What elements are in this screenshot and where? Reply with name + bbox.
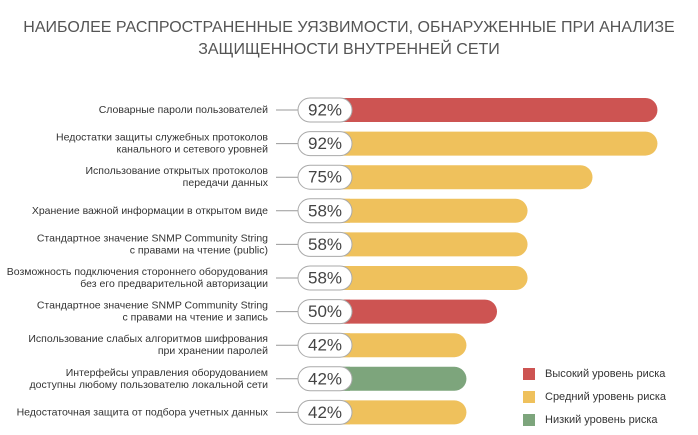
bar: [320, 333, 467, 358]
value-label: 42%: [308, 369, 342, 388]
value-pill: [297, 299, 353, 325]
value-pill: [297, 164, 353, 190]
category-line: Стандартное значение SNMP Community Stri…: [37, 232, 268, 244]
bar: [320, 232, 528, 257]
category-line: передачи данных: [183, 177, 269, 189]
value-pill: [297, 97, 353, 123]
category-label: Стандартное значение SNMP Community Stri…: [37, 232, 268, 256]
category-line: Возможность подключения стороннего обору…: [7, 266, 268, 278]
bar: [320, 131, 658, 156]
chart-title: ЗАЩИЩЕННОСТИ ВНУТРЕННЕЙ СЕТИ: [198, 39, 500, 58]
value-pill: [297, 198, 353, 224]
value-label: 50%: [308, 302, 342, 321]
category-label: Стандартное значение SNMP Community Stri…: [37, 299, 269, 323]
bar: [320, 98, 658, 122]
value-pill: [297, 131, 353, 157]
legend-label: Высокий уровень риска: [545, 368, 666, 380]
value-label: 58%: [308, 235, 342, 254]
category-label: Использование открытых протоколов передач…: [85, 165, 268, 189]
value-pill: [297, 231, 353, 257]
value-label: 58%: [308, 268, 342, 287]
category-line: канального и сетевого уровней: [117, 143, 269, 155]
category-line: Словарные пароли пользователей: [99, 104, 268, 116]
category-label: Словарные пароли пользователей: [99, 104, 268, 116]
category-label: Хранение важной информации в открытом ви…: [32, 205, 268, 217]
value-pill: [297, 332, 353, 358]
bar: [320, 400, 467, 425]
category-line: Недостатки защиты служебных протоколов: [56, 131, 268, 143]
category-line: Недостаточная защита от подбора учетных …: [17, 406, 269, 418]
category-line: при хранении паролей: [158, 345, 268, 357]
value-label: 42%: [308, 336, 342, 355]
category-label: Возможность подключения стороннего обору…: [7, 266, 268, 290]
category-line: с правами на чтение и запись: [122, 311, 268, 323]
legend-swatch: [523, 368, 535, 380]
value-pill: [297, 366, 353, 392]
value-pill: [297, 399, 353, 425]
category-label: Интерфейсы управления оборудованием досту…: [30, 367, 269, 391]
category-label: Недостатки защиты служебных протоколов ка…: [56, 131, 268, 155]
value-pill: [297, 265, 353, 291]
value-label: 58%: [308, 201, 342, 220]
category-line: с правами на чтение (public): [130, 244, 268, 256]
value-label: 42%: [308, 403, 342, 422]
bar: [320, 198, 528, 223]
category-line: Интерфейсы управления оборудованием: [66, 367, 268, 379]
category-label: Недостаточная защита от подбора учетных …: [17, 406, 269, 418]
value-label: 75%: [308, 168, 342, 187]
category-line: без его предварительной авторизации: [80, 278, 268, 290]
category-line: Стандартное значение SNMP Community Stri…: [37, 299, 268, 311]
legend-swatch: [523, 391, 535, 403]
category-line: Использование слабых алгоритмов шифрован…: [28, 333, 268, 345]
chart-title: НАИБОЛЕЕ РАСПРОСТРАНЕННЫЕ УЯЗВИМОСТИ, ОБ…: [23, 19, 674, 36]
legend-label: Низкий уровень риска: [545, 414, 658, 426]
legend-label: Средний уровень риска: [545, 391, 667, 403]
bar: [320, 299, 497, 324]
bar: [320, 366, 467, 391]
value-label: 92%: [308, 134, 342, 153]
bar: [320, 266, 528, 290]
category-line: Использование открытых протоколов: [85, 165, 268, 177]
bar: [320, 165, 593, 190]
value-label: 92%: [308, 100, 342, 119]
legend-swatch: [523, 414, 535, 426]
category-label: Использование слабых алгоритмов шифрован…: [28, 333, 268, 357]
category-line: Хранение важной информации в открытом ви…: [32, 205, 268, 217]
category-line: доступны любому пользователю локальной с…: [30, 379, 269, 391]
